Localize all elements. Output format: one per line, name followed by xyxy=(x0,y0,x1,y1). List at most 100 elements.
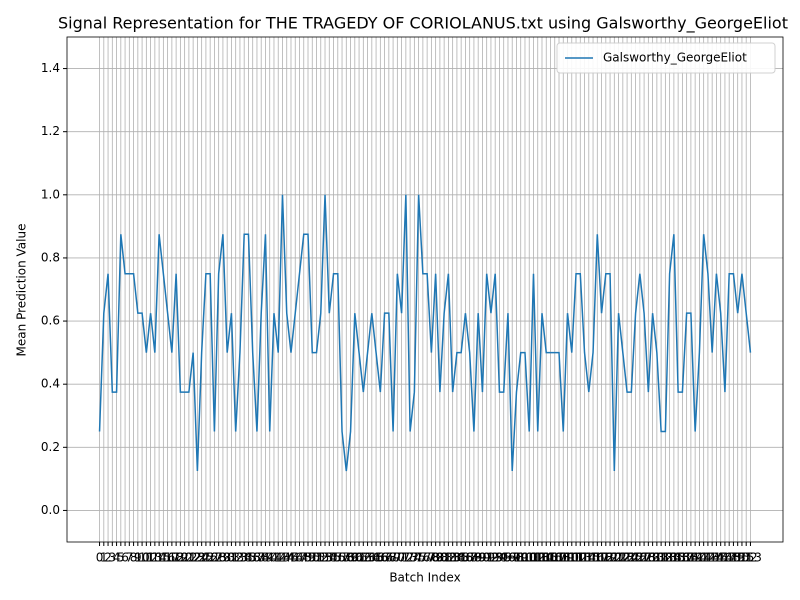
x-tick-label: 15 xyxy=(156,551,171,565)
x-tick-label: 117 xyxy=(586,551,609,565)
x-tick-label: 12 xyxy=(143,551,158,565)
legend-label: Galsworthy_GeorgeEliot xyxy=(603,51,747,65)
x-tick-label: 46 xyxy=(288,551,303,565)
x-tick-label: 81 xyxy=(437,551,452,565)
x-tick-label: 78 xyxy=(424,551,439,565)
x-tick-label: 54 xyxy=(322,551,337,565)
x-tick-label: 45 xyxy=(283,551,298,565)
x-tick-label: 10 xyxy=(134,551,149,565)
x-tick-label: 7 xyxy=(126,551,134,565)
x-tick-label: 140 xyxy=(684,551,707,565)
x-tick-label: 6 xyxy=(121,551,129,565)
x-tick-label: 137 xyxy=(671,551,694,565)
x-tick-label: 85 xyxy=(454,551,469,565)
x-tick-label: 58 xyxy=(339,551,354,565)
x-tick-label: 21 xyxy=(181,551,196,565)
plot-frame xyxy=(66,36,784,543)
x-tick-label: 95 xyxy=(496,551,511,565)
x-tick-label: 144 xyxy=(701,551,724,565)
x-tick-label: 103 xyxy=(526,551,549,565)
x-tick-label: 70 xyxy=(390,551,405,565)
x-tick-label: 28 xyxy=(211,551,226,565)
legend-box xyxy=(556,42,776,74)
x-tick-label: 129 xyxy=(637,551,660,565)
x-tick-label: 88 xyxy=(466,551,481,565)
x-tick-label: 0 xyxy=(96,551,104,565)
x-tick-label: 29 xyxy=(215,551,230,565)
x-tick-label: 145 xyxy=(705,551,728,565)
y-tick-label: 1.2 xyxy=(41,124,60,138)
y-tick-label: 1.0 xyxy=(41,187,60,201)
x-tick-label: 130 xyxy=(641,551,664,565)
x-tick-label: 34 xyxy=(237,551,252,565)
x-tick-label: 83 xyxy=(445,551,460,565)
x-tick-label: 86 xyxy=(458,551,473,565)
x-tick-label: 133 xyxy=(654,551,677,565)
x-tick-label: 77 xyxy=(419,551,434,565)
x-tick-label: 38 xyxy=(254,551,269,565)
x-tick-label: 153 xyxy=(739,551,762,565)
x-tick-label: 2 xyxy=(104,551,112,565)
x-tick-label: 116 xyxy=(582,551,605,565)
x-tick-label: 125 xyxy=(620,551,643,565)
x-tick-label: 138 xyxy=(675,551,698,565)
x-tick-label: 35 xyxy=(241,551,256,565)
x-tick-label: 93 xyxy=(488,551,503,565)
x-tick-label: 111 xyxy=(560,551,583,565)
x-tick-label: 50 xyxy=(305,551,320,565)
x-tick-label: 60 xyxy=(347,551,362,565)
x-tick-label: 31 xyxy=(224,551,239,565)
x-tick-label: 26 xyxy=(203,551,218,565)
x-tick-label: 101 xyxy=(518,551,541,565)
x-tick-label: 100 xyxy=(514,551,537,565)
y-tick-label: 1.4 xyxy=(41,61,60,75)
x-tick-label: 136 xyxy=(667,551,690,565)
x-tick-label: 51 xyxy=(309,551,324,565)
x-tick-label: 131 xyxy=(645,551,668,565)
x-tick-label: 32 xyxy=(228,551,243,565)
x-tick-label: 5 xyxy=(117,551,125,565)
x-tick-label: 41 xyxy=(266,551,281,565)
x-tick-label: 113 xyxy=(569,551,592,565)
x-tick-label: 98 xyxy=(509,551,524,565)
x-tick-label: 71 xyxy=(394,551,409,565)
x-tick-label: 114 xyxy=(573,551,596,565)
x-tick-label: 127 xyxy=(628,551,651,565)
x-tick-label: 122 xyxy=(607,551,630,565)
x-tick-label: 84 xyxy=(449,551,464,565)
x-tick-label: 132 xyxy=(650,551,673,565)
x-tick-label: 105 xyxy=(535,551,558,565)
x-tick-label: 120 xyxy=(599,551,622,565)
x-tick-label: 9 xyxy=(134,551,142,565)
x-tick-label: 68 xyxy=(381,551,396,565)
x-tick-label: 3 xyxy=(108,551,116,565)
x-tick-label: 150 xyxy=(726,551,749,565)
x-tick-label: 25 xyxy=(198,551,213,565)
data-line xyxy=(98,194,752,472)
x-tick-label: 57 xyxy=(334,551,349,565)
x-tick-label: 148 xyxy=(718,551,741,565)
x-tick-label: 99 xyxy=(513,551,528,565)
x-tick-label: 4 xyxy=(113,551,121,565)
x-tick-label: 39 xyxy=(258,551,273,565)
x-tick-label: 49 xyxy=(300,551,315,565)
x-tick-label: 53 xyxy=(317,551,332,565)
x-tick-label: 56 xyxy=(330,551,345,565)
x-axis-label: Batch Index xyxy=(389,571,460,585)
x-tick-label: 42 xyxy=(271,551,286,565)
x-tick-label: 24 xyxy=(194,551,209,565)
x-tick-label: 118 xyxy=(590,551,613,565)
x-tick-label: 139 xyxy=(679,551,702,565)
x-tick-label: 30 xyxy=(220,551,235,565)
x-tick-label: 94 xyxy=(492,551,507,565)
x-tick-label: 52 xyxy=(313,551,328,565)
x-tick-label: 102 xyxy=(522,551,545,565)
x-tick-label: 152 xyxy=(735,551,758,565)
y-tick-label: 0.0 xyxy=(41,503,60,517)
x-tick-label: 44 xyxy=(279,551,294,565)
x-tick-label: 104 xyxy=(531,551,554,565)
y-tick-label: 0.6 xyxy=(41,314,60,328)
x-tick-label: 73 xyxy=(402,551,417,565)
x-tick-label: 63 xyxy=(360,551,375,565)
